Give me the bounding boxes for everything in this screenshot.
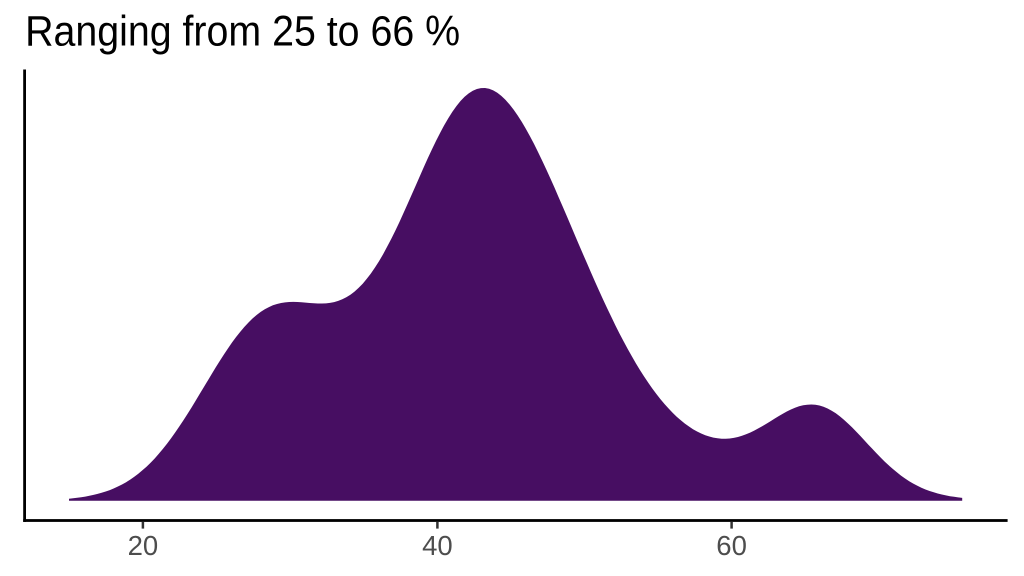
svg-text:40: 40 [422, 530, 453, 561]
svg-text:Ranging from 25 to 66 %: Ranging from 25 to 66 % [25, 8, 460, 56]
svg-text:60: 60 [716, 530, 747, 561]
svg-text:20: 20 [128, 530, 159, 561]
